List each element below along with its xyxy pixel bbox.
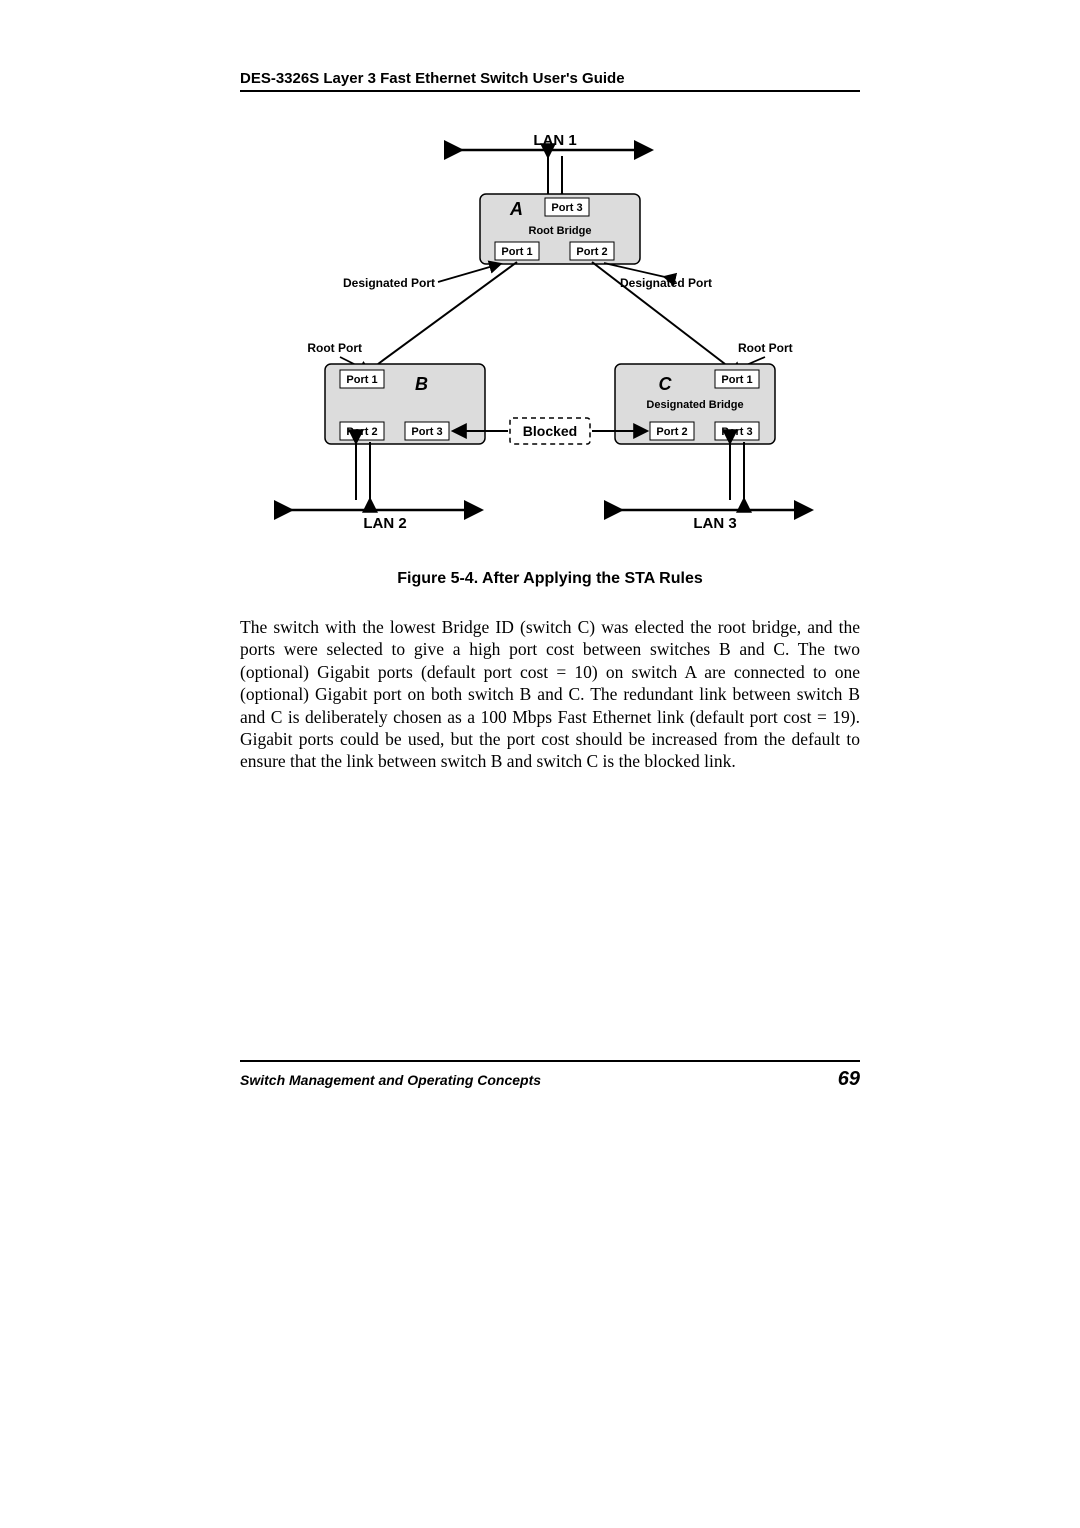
svg-text:Port 2: Port 2 — [576, 246, 607, 258]
lan1-label: LAN 1 — [533, 132, 576, 149]
body-paragraph: The switch with the lowest Bridge ID (sw… — [240, 616, 860, 773]
bridge-a-letter: A — [509, 199, 523, 219]
page-header: DES-3326S Layer 3 Fast Ethernet Switch U… — [240, 70, 860, 92]
svg-text:Port 1: Port 1 — [721, 374, 752, 386]
bridge-a-sub: Root Bridge — [529, 225, 592, 237]
footer-title: Switch Management and Operating Concepts — [240, 1072, 541, 1088]
page-footer: Switch Management and Operating Concepts… — [240, 1060, 860, 1091]
bridge-c-sub: Designated Bridge — [646, 399, 743, 411]
svg-text:Port 1: Port 1 — [501, 246, 532, 258]
svg-text:Port 3: Port 3 — [551, 202, 582, 214]
root-left: Root Port — [307, 341, 362, 355]
lan2-label: LAN 2 — [363, 515, 406, 532]
figure-caption: Figure 5-4. After Applying the STA Rules — [240, 570, 860, 588]
svg-text:Port 3: Port 3 — [721, 426, 752, 438]
svg-text:Port 1: Port 1 — [346, 374, 377, 386]
designated-right: Designated Port — [620, 276, 712, 290]
bridge-b-letter: B — [415, 374, 428, 394]
svg-text:Port 2: Port 2 — [656, 426, 687, 438]
sta-diagram: LAN 1 A Root Bridge Port 3 Port 1 Port 2… — [270, 132, 830, 552]
svg-text:Port 2: Port 2 — [346, 426, 377, 438]
lan3-label: LAN 3 — [693, 515, 736, 532]
root-right: Root Port — [738, 341, 793, 355]
blocked-label: Blocked — [523, 423, 577, 439]
svg-text:Port 3: Port 3 — [411, 426, 442, 438]
footer-page-number: 69 — [838, 1068, 860, 1091]
designated-left: Designated Port — [343, 276, 435, 290]
bridge-c-letter: C — [659, 374, 673, 394]
